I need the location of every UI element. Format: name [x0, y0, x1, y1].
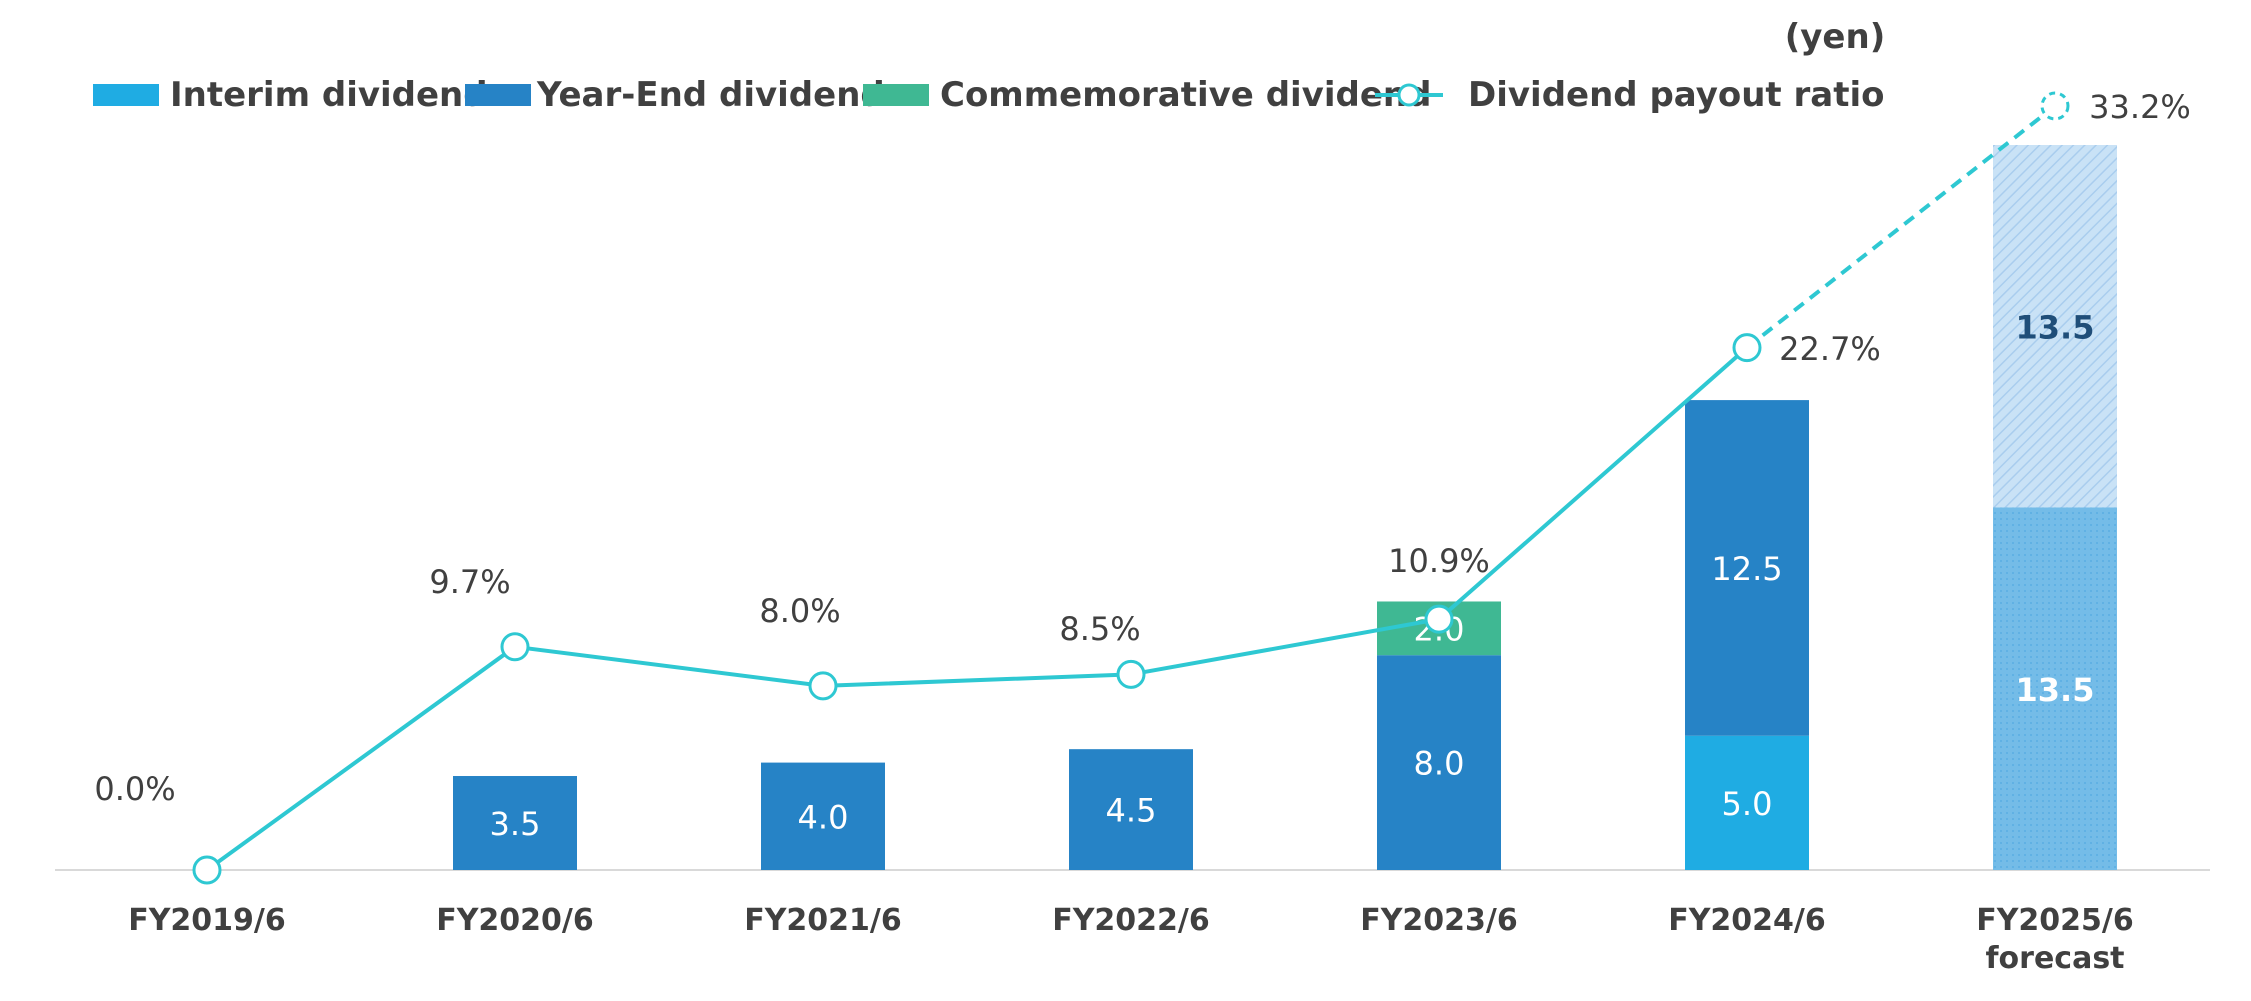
x-tick-label: FY2025/6 forecast: [1976, 903, 2134, 976]
ratio-point: [808, 671, 838, 701]
bars: [453, 145, 2117, 870]
legend-label-interim: Interim dividend: [170, 75, 488, 115]
legend-marker-payout-ratio: [1397, 83, 1421, 107]
x-tick-label: FY2024/6: [1668, 903, 1826, 938]
ratio-point: [192, 855, 222, 885]
legend-label-year-end: Year-End dividend: [536, 75, 885, 115]
ratio-point: [1424, 604, 1454, 634]
ratio-value-label: 8.0%: [759, 592, 840, 630]
unit-label: (yen): [1785, 17, 1886, 57]
ratio-line-actual: [205, 346, 1749, 872]
bar-segment: [1993, 145, 2117, 508]
bar-value-label: 13.5: [2016, 671, 2095, 709]
payout-ratio-labels: 0.0% 9.7% 8.0% 8.5% 10.9% 22.7% 33.2%: [94, 88, 2190, 808]
bar-value-label: 13.5: [2016, 308, 2095, 346]
bar-segment: [1993, 507, 2117, 870]
legend-label-payout-ratio: Dividend payout ratio: [1468, 75, 1885, 115]
x-tick-label: FY2021/6: [744, 903, 902, 938]
bar-segment: [1685, 400, 1809, 736]
x-tick-label: FY2020/6: [436, 903, 594, 938]
bar-segment: [1377, 655, 1501, 870]
x-tick-label: FY2023/6: [1360, 903, 1518, 938]
legend-swatch-interim: [93, 84, 159, 106]
x-tick-label: FY2022/6: [1052, 903, 1210, 938]
bar-value-label: 5.0: [1722, 785, 1773, 823]
bar-segment: [453, 776, 577, 870]
ratio-point: [2040, 91, 2070, 121]
bar-segment: [1685, 735, 1809, 870]
bar-labels: 3.54.04.58.02.05.012.513.513.5: [490, 308, 2095, 843]
ratio-line-forecast: [1745, 104, 2057, 350]
ratio-value-label: 9.7%: [429, 563, 510, 601]
ratio-point: [1732, 333, 1762, 363]
payout-ratio-line: [192, 91, 2070, 885]
ratio-value-label: 8.5%: [1059, 610, 1140, 648]
ratio-point: [1116, 659, 1146, 689]
bar-value-label: 4.5: [1106, 792, 1157, 830]
ratio-value-label: 0.0%: [94, 770, 175, 808]
legend-swatch-commemorative: [863, 84, 929, 106]
legend-swatch-year-end: [465, 84, 531, 106]
ratio-value-label: 33.2%: [2089, 88, 2191, 126]
legend: Interim dividend Year-End dividend Comme…: [93, 75, 1885, 115]
ratio-point: [500, 632, 530, 662]
bar-value-label: 8.0: [1414, 745, 1465, 783]
x-axis-ticks: FY2019/6 FY2020/6 FY2021/6 FY2022/6 FY2023/6…: [128, 903, 2134, 976]
ratio-value-label: 22.7%: [1779, 330, 1881, 368]
legend-label-commemorative: Commemorative dividend: [940, 75, 1431, 115]
bar-value-label: 3.5: [490, 805, 541, 843]
x-tick-label: FY2019/6: [128, 903, 286, 938]
bar-value-label: 4.0: [798, 798, 849, 836]
ratio-value-label: 10.9%: [1388, 542, 1490, 580]
bar-segment: [1069, 749, 1193, 870]
bar-value-label: 12.5: [1711, 550, 1782, 588]
bar-segment: [761, 762, 885, 870]
